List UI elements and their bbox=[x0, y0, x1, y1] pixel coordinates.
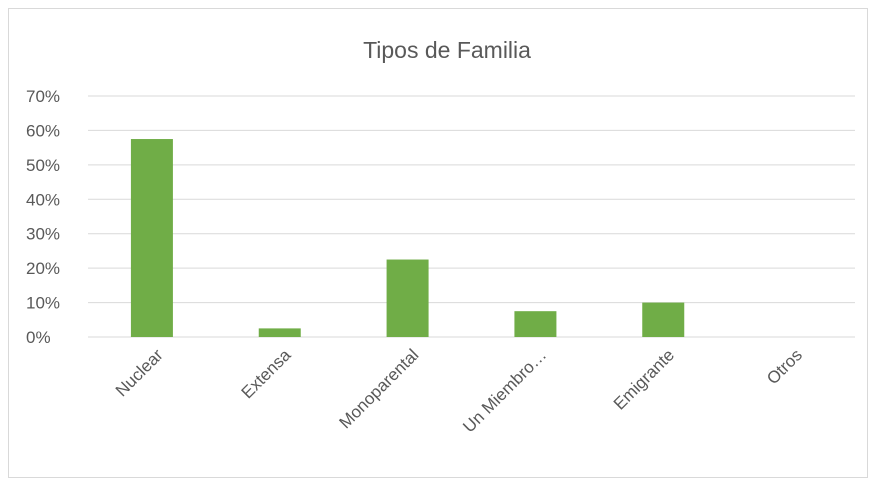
y-tick-label: 70% bbox=[26, 87, 60, 106]
y-tick-label: 30% bbox=[26, 225, 60, 244]
y-tick-label: 20% bbox=[26, 259, 60, 278]
y-tick-label: 0% bbox=[26, 328, 51, 347]
y-tick-label: 40% bbox=[26, 190, 60, 209]
chart-title: Tipos de Familia bbox=[363, 37, 531, 63]
y-tick-label: 10% bbox=[26, 294, 60, 313]
bar bbox=[130, 139, 173, 337]
bar bbox=[642, 302, 685, 337]
y-tick-label: 50% bbox=[26, 156, 60, 175]
y-tick-label: 60% bbox=[26, 121, 60, 140]
bar bbox=[386, 259, 429, 337]
bar bbox=[514, 311, 557, 337]
bar bbox=[258, 328, 301, 337]
